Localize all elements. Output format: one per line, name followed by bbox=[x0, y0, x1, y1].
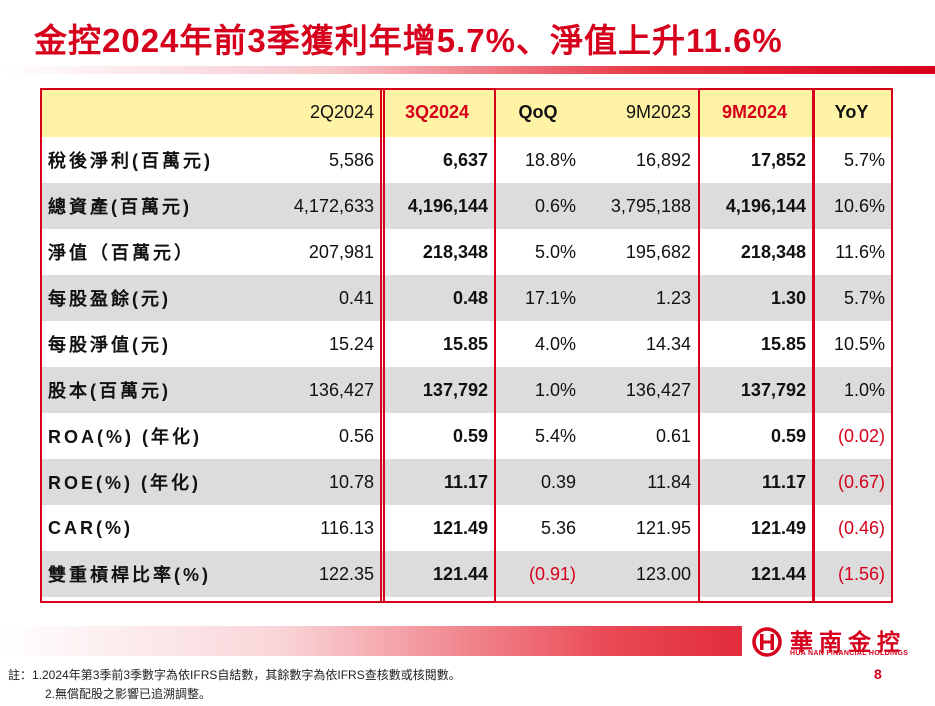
cell-9m2024: 218,348 bbox=[697, 229, 812, 275]
cell-3q2024: 121.49 bbox=[380, 505, 494, 551]
table-row: CAR(%) 116.13 121.49 5.36 121.95 121.49 (0.46) bbox=[40, 505, 891, 551]
cell-qoq: 4.0% bbox=[494, 321, 582, 367]
cell-9m2023: 0.61 bbox=[582, 413, 697, 459]
cell-9m2024: 121.44 bbox=[697, 551, 812, 597]
cell-2q2024: 5,586 bbox=[244, 137, 380, 183]
cell-9m2023: 16,892 bbox=[582, 137, 697, 183]
cell-qoq: 18.8% bbox=[494, 137, 582, 183]
header-9m2023: 9M2023 bbox=[582, 88, 697, 137]
cell-yoy: (0.46) bbox=[812, 505, 891, 551]
cell-qoq: 1.0% bbox=[494, 367, 582, 413]
logo-name: 華南金控 bbox=[790, 629, 906, 655]
table-row: 稅後淨利(百萬元) 5,586 6,637 18.8% 16,892 17,852 5.7% bbox=[40, 137, 891, 183]
table-row: 股本(百萬元) 136,427 137,792 1.0% 136,427 137,792 1… bbox=[40, 367, 891, 413]
cell-yoy: (1.56) bbox=[812, 551, 891, 597]
cell-9m2024: 137,792 bbox=[697, 367, 812, 413]
title-underline-bar bbox=[0, 66, 935, 74]
cell-9m2024: 11.17 bbox=[697, 459, 812, 505]
row-label: ROA(%) (年化) bbox=[40, 413, 244, 459]
table-header-row: 2Q2024 3Q2024 QoQ 9M2023 9M2024 YoY bbox=[40, 88, 891, 137]
footnotes: 註：1.2024年第3季前3季數字為依IFRS自結數，其餘數字為依IFRS查核數… bbox=[8, 666, 461, 704]
cell-qoq: (0.91) bbox=[494, 551, 582, 597]
cell-9m2023: 195,682 bbox=[582, 229, 697, 275]
row-label: 稅後淨利(百萬元) bbox=[40, 137, 244, 183]
cell-9m2023: 3,795,188 bbox=[582, 183, 697, 229]
cell-2q2024: 10.78 bbox=[244, 459, 380, 505]
cell-yoy: 10.6% bbox=[812, 183, 891, 229]
cell-3q2024: 11.17 bbox=[380, 459, 494, 505]
cell-3q2024: 137,792 bbox=[380, 367, 494, 413]
row-label: 淨值（百萬元） bbox=[40, 229, 244, 275]
cell-9m2023: 123.00 bbox=[582, 551, 697, 597]
header-3q2024: 3Q2024 bbox=[380, 88, 494, 137]
table-row: 雙重槓桿比率(%) 122.35 121.44 (0.91) 123.00 121.44(… bbox=[40, 551, 891, 597]
cell-9m2024: 4,196,144 bbox=[697, 183, 812, 229]
logo-subtitle: HUA NAN FINANCIAL HOLDINGS bbox=[790, 650, 909, 657]
cell-3q2024: 121.44 bbox=[380, 551, 494, 597]
cell-qoq: 0.39 bbox=[494, 459, 582, 505]
cell-3q2024: 0.59 bbox=[380, 413, 494, 459]
cell-9m2024: 17,852 bbox=[697, 137, 812, 183]
cell-3q2024: 15.85 bbox=[380, 321, 494, 367]
cell-yoy: 5.7% bbox=[812, 137, 891, 183]
cell-9m2024: 121.49 bbox=[697, 505, 812, 551]
cell-9m2024: 1.30 bbox=[697, 275, 812, 321]
table-row: 總資產(百萬元) 4,172,633 4,196,144 0.6% 3,795,188 4… bbox=[40, 183, 891, 229]
page-title: 金控2024年前3季獲利年增5.7%、淨值上升11.6% bbox=[34, 22, 783, 59]
cell-yoy: 5.7% bbox=[812, 275, 891, 321]
cell-2q2024: 116.13 bbox=[244, 505, 380, 551]
table-row: 每股盈餘(元) 0.41 0.48 17.1% 1.23 1.30 5.7% bbox=[40, 275, 891, 321]
cell-yoy: 11.6% bbox=[812, 229, 891, 275]
header-yoy: YoY bbox=[812, 88, 891, 137]
row-label: 雙重槓桿比率(%) bbox=[40, 551, 244, 597]
cell-3q2024: 0.48 bbox=[380, 275, 494, 321]
cell-2q2024: 0.56 bbox=[244, 413, 380, 459]
row-label: 每股淨值(元) bbox=[40, 321, 244, 367]
footnote-2: 2.無償配股之影響已追溯調整。 bbox=[45, 687, 212, 701]
row-label: 每股盈餘(元) bbox=[40, 275, 244, 321]
cell-9m2023: 121.95 bbox=[582, 505, 697, 551]
cell-9m2024: 15.85 bbox=[697, 321, 812, 367]
row-label: 總資產(百萬元) bbox=[40, 183, 244, 229]
cell-qoq: 5.4% bbox=[494, 413, 582, 459]
header-qoq: QoQ bbox=[494, 88, 582, 137]
cell-yoy: (0.67) bbox=[812, 459, 891, 505]
header-9m2024: 9M2024 bbox=[697, 88, 812, 137]
cell-qoq: 0.6% bbox=[494, 183, 582, 229]
table-row: ROA(%) (年化) 0.56 0.59 5.4% 0.61 0.59 (0.02) bbox=[40, 413, 891, 459]
table-row: ROE(%) (年化) 10.78 11.17 0.39 11.84 11.17 (0.67… bbox=[40, 459, 891, 505]
table-row: 每股淨值(元) 15.24 15.85 4.0% 14.34 15.85 10.5% bbox=[40, 321, 891, 367]
cell-yoy: 10.5% bbox=[812, 321, 891, 367]
row-label: 股本(百萬元) bbox=[40, 367, 244, 413]
cell-2q2024: 15.24 bbox=[244, 321, 380, 367]
table-row: 淨值（百萬元） 207,981 218,348 5.0% 195,682 218,348 1… bbox=[40, 229, 891, 275]
cell-2q2024: 4,172,633 bbox=[244, 183, 380, 229]
header-2q2024: 2Q2024 bbox=[244, 88, 380, 137]
footnote-1: 註：1.2024年第3季前3季數字為依IFRS自結數，其餘數字為依IFRS查核數… bbox=[8, 668, 461, 682]
cell-2q2024: 122.35 bbox=[244, 551, 380, 597]
cell-9m2023: 136,427 bbox=[582, 367, 697, 413]
cell-9m2024: 0.59 bbox=[697, 413, 812, 459]
row-label: ROE(%) (年化) bbox=[40, 459, 244, 505]
row-label: CAR(%) bbox=[40, 505, 244, 551]
cell-9m2023: 1.23 bbox=[582, 275, 697, 321]
cell-2q2024: 207,981 bbox=[244, 229, 380, 275]
financial-summary-table: 2Q2024 3Q2024 QoQ 9M2023 9M2024 YoY 稅後淨利… bbox=[40, 88, 891, 597]
hua-nan-logo-icon bbox=[752, 627, 782, 657]
cell-9m2023: 14.34 bbox=[582, 321, 697, 367]
cell-yoy: 1.0% bbox=[812, 367, 891, 413]
cell-2q2024: 0.41 bbox=[244, 275, 380, 321]
cell-3q2024: 6,637 bbox=[380, 137, 494, 183]
cell-9m2023: 11.84 bbox=[582, 459, 697, 505]
cell-3q2024: 218,348 bbox=[380, 229, 494, 275]
page-number: 8 bbox=[874, 666, 882, 682]
cell-2q2024: 136,427 bbox=[244, 367, 380, 413]
cell-qoq: 5.0% bbox=[494, 229, 582, 275]
cell-qoq: 17.1% bbox=[494, 275, 582, 321]
header-cell-empty bbox=[40, 88, 244, 137]
cell-qoq: 5.36 bbox=[494, 505, 582, 551]
cell-yoy: (0.02) bbox=[812, 413, 891, 459]
financial-summary-table-container: 2Q2024 3Q2024 QoQ 9M2023 9M2024 YoY 稅後淨利… bbox=[40, 88, 891, 601]
cell-3q2024: 4,196,144 bbox=[380, 183, 494, 229]
